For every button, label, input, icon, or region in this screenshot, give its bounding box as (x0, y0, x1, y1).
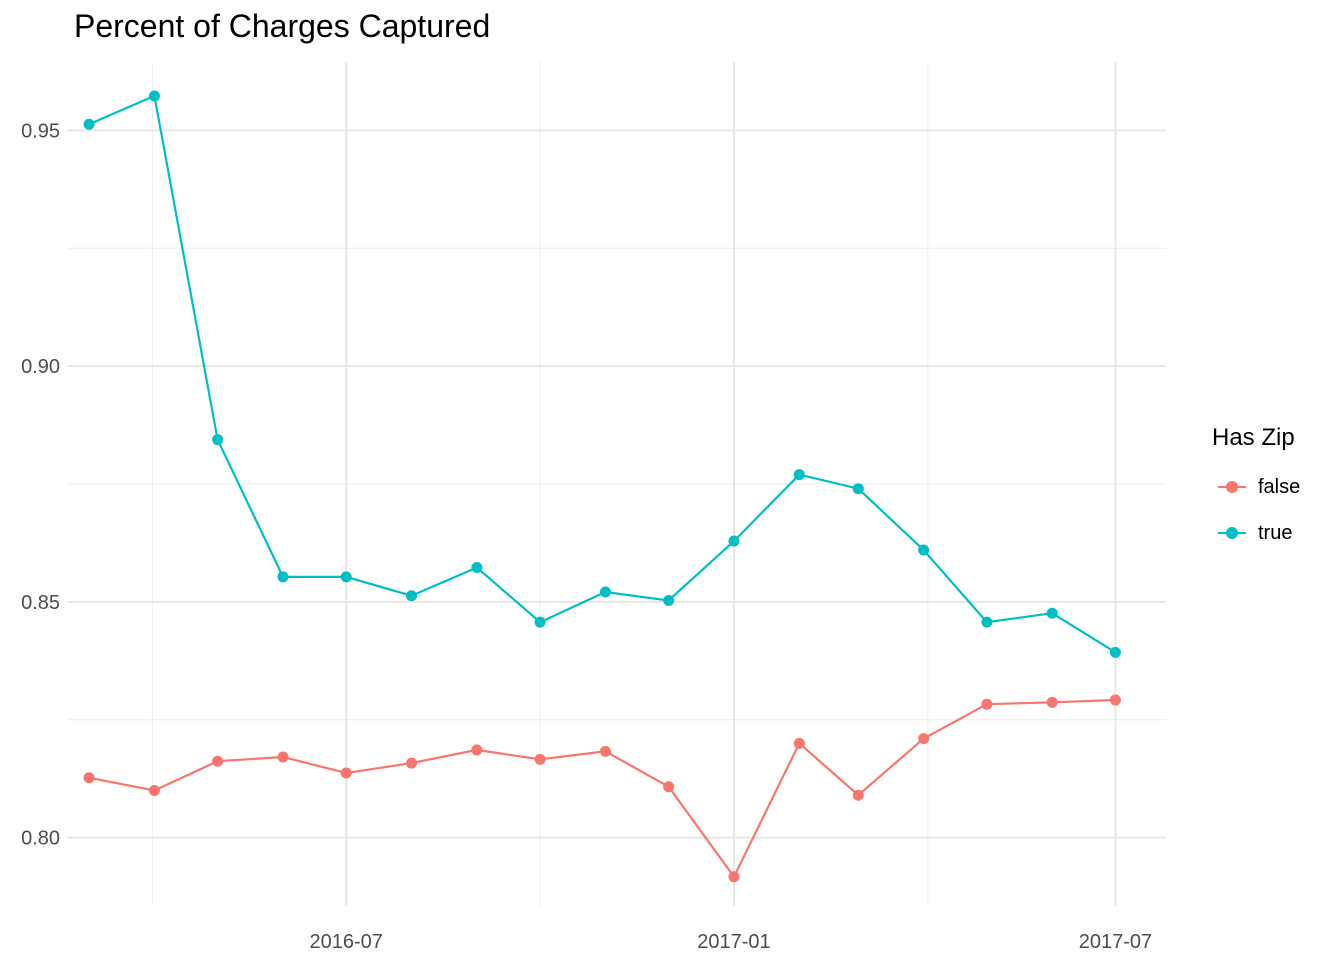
data-point-true-2016-05 (212, 434, 224, 446)
data-point-false-2016-07 (340, 767, 352, 779)
data-point-false-2016-12 (663, 781, 675, 793)
data-point-true-2016-04 (148, 90, 160, 102)
data-point-true-2016-11 (599, 586, 611, 598)
x-tick-label: 2017-07 (1079, 931, 1152, 953)
data-point-false-2016-03 (83, 772, 95, 784)
legend-key-true (1212, 523, 1252, 543)
chart-title: Percent of Charges Captured (74, 8, 491, 44)
series-lines (88, 94, 1116, 879)
x-axis-tick-labels: 2016-07 2017-01 2017-07 (309, 931, 1152, 953)
data-point-false-2016-06 (277, 751, 289, 763)
series-points (83, 90, 1121, 883)
y-tick-label: 0.90 (21, 356, 60, 378)
data-point-false-2016-09 (471, 744, 483, 756)
data-point-true-2016-08 (406, 590, 418, 602)
data-point-true-2017-05 (981, 616, 993, 628)
data-point-true-2017-07 (1109, 646, 1121, 658)
data-point-true-2017-04 (918, 544, 930, 556)
data-point-false-2017-05 (981, 698, 993, 710)
data-point-true-2016-09 (471, 561, 483, 573)
data-point-false-2016-05 (212, 755, 224, 767)
series-line-false (88, 698, 1116, 879)
y-axis-tick-labels: 0.80 0.85 0.90 0.95 (21, 120, 60, 849)
data-point-false-2017-04 (918, 733, 930, 745)
data-point-true-2017-03 (852, 483, 864, 495)
data-point-false-2017-03 (852, 789, 864, 801)
legend-item-false: false (1212, 464, 1300, 510)
data-point-false-2017-01 (728, 871, 740, 883)
data-point-false-2016-11 (599, 745, 611, 757)
x-tick-label: 2016-07 (309, 931, 382, 953)
data-point-true-2017-06 (1046, 607, 1058, 619)
legend-title: Has Zip (1212, 424, 1295, 451)
grid-minor (68, 62, 1166, 906)
data-point-true-2016-10 (534, 616, 546, 628)
data-point-true-2017-01 (728, 535, 740, 547)
data-point-true-2016-12 (663, 594, 675, 606)
data-point-true-2016-07 (340, 571, 352, 583)
data-point-true-2017-02 (793, 469, 805, 481)
legend-key-false (1212, 477, 1252, 497)
legend-label-true: true (1258, 521, 1293, 544)
data-point-true-2016-03 (83, 118, 95, 130)
y-tick-label: 0.80 (21, 828, 60, 850)
data-point-true-2016-06 (277, 571, 289, 583)
data-point-false-2016-10 (534, 753, 546, 765)
series-line-true (88, 94, 1116, 654)
data-point-false-2016-04 (148, 784, 160, 796)
legend: Has Zip false true (1212, 424, 1300, 556)
data-point-false-2016-08 (406, 757, 418, 769)
grid-major (68, 62, 1166, 906)
legend-label-false: false (1258, 475, 1301, 498)
data-point-false-2017-02 (793, 737, 805, 749)
y-tick-label: 0.95 (21, 120, 60, 142)
x-tick-label: 2017-01 (697, 931, 770, 953)
legend-item-true: true (1212, 510, 1300, 556)
y-tick-label: 0.85 (21, 592, 60, 614)
data-point-false-2017-07 (1109, 694, 1121, 706)
data-point-false-2017-06 (1046, 696, 1058, 708)
